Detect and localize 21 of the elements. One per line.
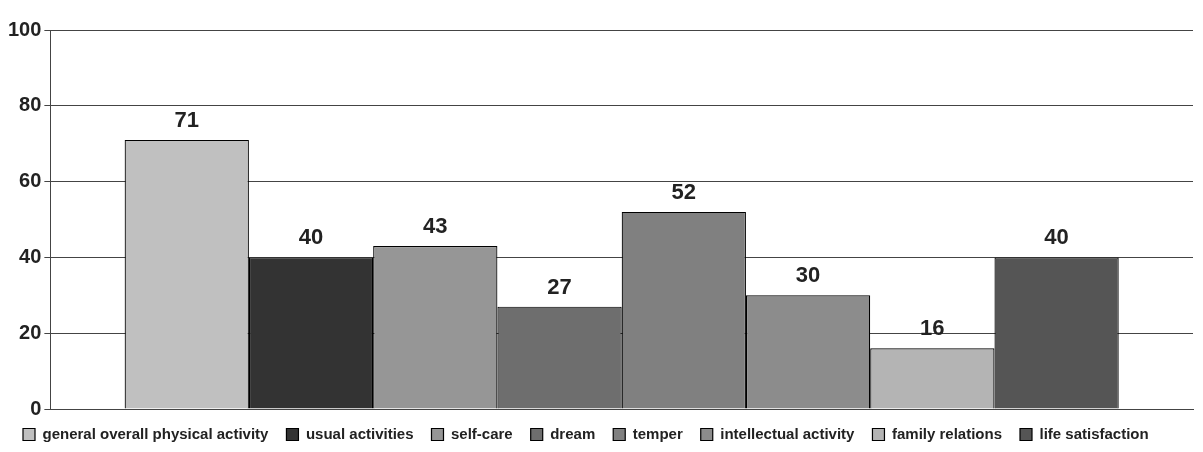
legend-label: self-care — [450, 424, 513, 442]
y-tick-label: 20 — [19, 320, 42, 343]
legend-label: family relations — [891, 424, 1002, 442]
legend-label: usual activities — [305, 424, 414, 442]
data-label: 71 — [174, 106, 200, 132]
data-label: 43 — [423, 213, 448, 239]
y-tick-label: 0 — [30, 396, 42, 419]
legend-label: intellectual activity — [720, 424, 856, 442]
y-tick-label: 40 — [19, 244, 42, 267]
legend-label: dream — [550, 424, 596, 442]
y-tick-label: 80 — [19, 93, 42, 116]
data-label: 40 — [1044, 224, 1069, 250]
data-label: 30 — [795, 262, 821, 288]
legend-label: life satisfaction — [1039, 424, 1149, 442]
legend-label: general overall physical activity — [42, 424, 270, 442]
data-label: 52 — [671, 178, 697, 204]
data-label: 40 — [298, 224, 324, 250]
legend-label: temper — [632, 424, 683, 442]
data-label: 27 — [547, 273, 572, 299]
y-tick-label: 100 — [7, 17, 42, 40]
y-tick-label: 60 — [19, 169, 42, 192]
